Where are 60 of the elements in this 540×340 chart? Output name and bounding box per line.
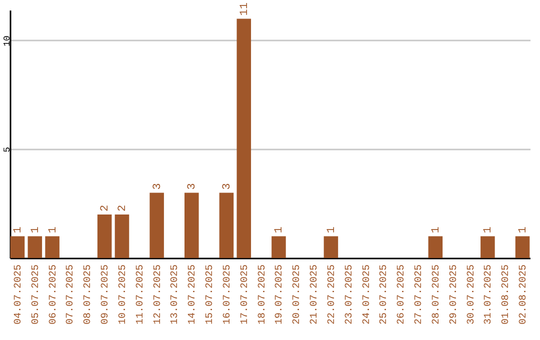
x-tick-label: 28.07.2025 (431, 264, 442, 325)
x-tick-label: 31.07.2025 (484, 264, 495, 325)
x-tick-label: 20.07.2025 (292, 264, 304, 325)
data-label: 1 (47, 226, 60, 234)
bar (45, 236, 60, 258)
x-tick-label: 30.07.2025 (466, 264, 478, 325)
x-tick-label: 22.07.2025 (326, 264, 338, 325)
bar (150, 192, 164, 258)
x-tick-label: 21.07.2025 (310, 264, 321, 325)
bar (184, 192, 199, 258)
x-tick-label: 10.07.2025 (118, 264, 129, 325)
data-label: 1 (482, 226, 495, 234)
x-tick-label: 19.07.2025 (274, 264, 286, 325)
data-label: 1 (30, 226, 42, 234)
bar (219, 192, 234, 258)
bar (97, 214, 112, 258)
bar (480, 236, 495, 258)
x-tick-label: 02.08.2025 (518, 264, 530, 325)
data-label: 1 (518, 226, 530, 234)
x-tick-label: 09.07.2025 (100, 264, 112, 325)
bar (10, 236, 25, 258)
data-label: 1 (430, 226, 442, 234)
x-tick-label: 15.07.2025 (205, 264, 216, 325)
x-tick-label: 24.07.2025 (362, 264, 373, 325)
x-tick-label: 08.07.2025 (83, 264, 94, 325)
x-tick-label: 11.07.2025 (135, 264, 146, 325)
y-tick-label: 10 (2, 36, 12, 46)
data-label: 3 (186, 183, 199, 190)
data-label: 11 (238, 2, 251, 16)
data-label: 1 (326, 226, 338, 234)
x-tick-label: 29.07.2025 (448, 264, 460, 325)
x-tick-label: 27.07.2025 (414, 264, 426, 325)
data-label: 1 (12, 226, 24, 234)
bar (324, 236, 338, 258)
x-tick-label: 04.07.2025 (13, 264, 24, 325)
x-tick-label: 16.07.2025 (222, 264, 234, 325)
x-tick-label: 01.08.2025 (501, 264, 512, 325)
data-label: 2 (116, 204, 129, 212)
x-tick-label: 05.07.2025 (30, 264, 42, 325)
x-tick-label: 14.07.2025 (188, 264, 199, 325)
x-tick-label: 06.07.2025 (48, 264, 60, 325)
x-tick-label: 07.07.2025 (66, 264, 77, 325)
bar (28, 236, 42, 258)
bar (428, 236, 443, 258)
x-tick-label: 18.07.2025 (257, 264, 268, 325)
x-tick-label: 23.07.2025 (344, 264, 356, 325)
bar (236, 18, 252, 258)
x-tick-label: 26.07.2025 (396, 264, 408, 325)
data-label: 3 (221, 183, 234, 190)
y-tick-label: 5 (2, 147, 12, 152)
bar (272, 236, 286, 258)
bar (515, 236, 530, 258)
x-tick-label: 17.07.2025 (240, 264, 251, 325)
data-label: 3 (152, 183, 164, 190)
bar (114, 214, 130, 258)
data-label: 1 (274, 226, 286, 234)
x-tick-label: 12.07.2025 (152, 264, 164, 325)
x-tick-label: 25.07.2025 (379, 264, 390, 325)
data-label: 2 (100, 204, 112, 212)
x-tick-label: 13.07.2025 (170, 264, 182, 325)
